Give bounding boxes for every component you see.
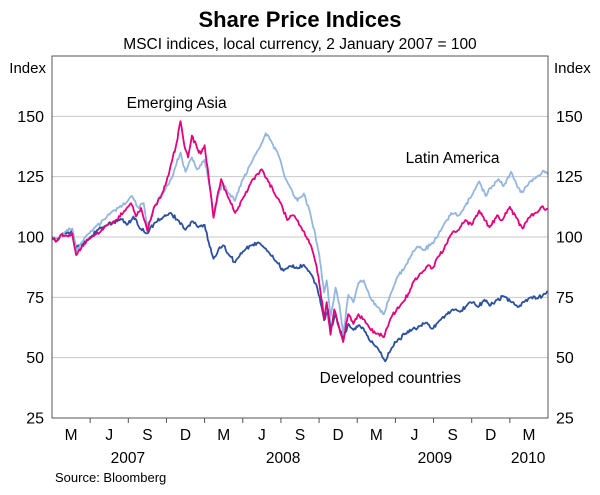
y-axis-label-left-100: 100	[17, 230, 44, 247]
x-axis-month-label: S	[295, 427, 305, 444]
y-axis-label-right-125: 125	[556, 169, 583, 186]
series-label-emerging-asia: Emerging Asia	[127, 95, 227, 112]
x-axis-month-label: S	[142, 427, 152, 444]
chart-subtitle: MSCI indices, local currency, 2 January …	[123, 36, 477, 53]
y-axis-label-left-150: 150	[17, 109, 44, 126]
y-axis-label-right-75: 75	[556, 290, 574, 307]
x-axis-month-label: J	[258, 427, 266, 444]
x-axis-month-label: M	[217, 427, 230, 444]
x-axis-year-label-2009: 2009	[418, 450, 452, 467]
plot-area: 25 25 50 50 75 75 100 100 125 125 150 150 M J S D M J S D M J…	[17, 55, 583, 467]
y-axis-label-right-50: 50	[556, 350, 574, 367]
x-axis-month-label: M	[370, 427, 383, 444]
x-axis-year-label-2007: 2007	[111, 450, 145, 467]
y-axis-label-right-150: 150	[556, 109, 583, 126]
y-axis-label-left-25: 25	[26, 411, 44, 428]
x-axis-month-label: M	[65, 427, 78, 444]
y-axis-label-right-25: 25	[556, 411, 574, 428]
plot-frame	[51, 55, 549, 419]
x-axis-month-label: J	[105, 427, 113, 444]
x-axis-month-label: J	[411, 427, 419, 444]
x-axis-month-label: M	[522, 427, 535, 444]
series-line-emerging-asia	[52, 120, 548, 343]
right-axis-unit-label: Index	[554, 60, 591, 77]
series-line-latin-america	[52, 132, 548, 336]
x-axis-month-label: D	[180, 427, 191, 444]
series-line-developed-countries	[52, 212, 548, 363]
y-axis-label-right-100: 100	[556, 230, 583, 247]
y-axis-label-left-50: 50	[26, 350, 44, 367]
x-axis-month-label: S	[447, 427, 457, 444]
series-label-latin-america: Latin America	[406, 150, 500, 167]
left-axis-unit-label: Index	[9, 60, 46, 77]
series-label-developed-countries: Developed countries	[320, 370, 462, 387]
x-axis-month-label: D	[333, 427, 344, 444]
chart-title: Share Price Indices	[199, 7, 402, 32]
source-note: Source: Bloomberg	[55, 470, 166, 485]
y-axis-label-left-75: 75	[26, 290, 44, 307]
x-axis-month-label: D	[485, 427, 496, 444]
x-axis-year-label-2010: 2010	[511, 450, 546, 467]
x-axis-year-label-2008: 2008	[266, 450, 300, 467]
y-axis-label-left-125: 125	[17, 169, 44, 186]
